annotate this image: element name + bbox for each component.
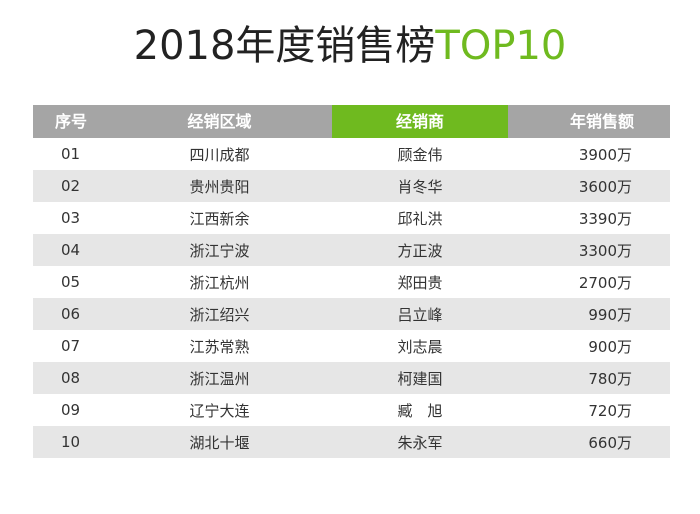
cell-dealer: 方正波	[397, 241, 443, 260]
cell-rank: 08	[61, 369, 81, 387]
cell-dealer: 朱永军	[397, 433, 443, 452]
table-row: 02 贵州贵阳 肖冬华 3600万	[33, 170, 670, 202]
cell-sales: 3600万	[578, 177, 632, 196]
cell-region: 江苏常熟	[189, 337, 250, 356]
cell-sales: 780万	[588, 369, 632, 388]
table-row: 07 江苏常熟 刘志晨 900万	[33, 330, 670, 362]
cell-sales: 900万	[588, 337, 632, 356]
cell-dealer: 臧 旭	[397, 401, 443, 420]
cell-sales: 3300万	[578, 241, 632, 260]
cell-region: 江西新余	[189, 209, 250, 228]
title-main: 2018年度销售榜	[133, 23, 436, 69]
table-row: 05 浙江杭州 郑田贵 2700万	[33, 266, 670, 298]
table-row: 06 浙江绍兴 吕立峰 990万	[33, 298, 670, 330]
cell-region: 浙江绍兴	[189, 305, 250, 324]
cell-region: 浙江宁波	[189, 241, 250, 260]
cell-rank: 09	[61, 401, 81, 419]
cell-sales: 2700万	[578, 273, 632, 292]
cell-rank: 06	[61, 305, 81, 323]
table-row: 09 辽宁大连 臧 旭 720万	[33, 394, 670, 426]
cell-dealer: 刘志晨	[397, 337, 443, 356]
header-region: 经销区域	[187, 112, 252, 131]
cell-dealer: 吕立峰	[397, 305, 443, 324]
table-row: 01 四川成都 顾金伟 3900万	[33, 138, 670, 170]
cell-rank: 03	[61, 209, 81, 227]
cell-dealer: 邱礼洪	[397, 209, 443, 228]
cell-region: 辽宁大连	[189, 401, 250, 420]
table-row: 03 江西新余 邱礼洪 3390万	[33, 202, 670, 234]
cell-sales: 3390万	[578, 209, 632, 228]
cell-dealer: 柯建国	[397, 369, 443, 388]
cell-sales: 720万	[588, 401, 632, 420]
cell-region: 浙江杭州	[189, 273, 250, 292]
cell-dealer: 顾金伟	[397, 145, 443, 164]
sales-ranking-table: 序号 经销区域 经销商 年销售额 01 四川成都 顾金伟 3900万 02 贵州…	[33, 105, 670, 458]
cell-sales: 3900万	[578, 145, 632, 164]
cell-region: 贵州贵阳	[189, 177, 250, 196]
table-header: 序号 经销区域 经销商 年销售额	[33, 105, 670, 138]
cell-rank: 10	[61, 433, 81, 451]
cell-rank: 04	[61, 241, 81, 259]
cell-rank: 02	[61, 177, 81, 195]
cell-region: 浙江温州	[189, 369, 250, 388]
cell-sales: 660万	[588, 433, 632, 452]
title-accent: TOP10	[435, 23, 567, 69]
cell-rank: 01	[61, 145, 81, 163]
cell-region: 湖北十堰	[189, 433, 250, 452]
cell-rank: 05	[61, 273, 81, 291]
page-title: 2018年度销售榜TOP10	[0, 18, 700, 74]
cell-sales: 990万	[588, 305, 632, 324]
header-rank: 序号	[55, 112, 88, 131]
header-sales: 年销售额	[569, 112, 634, 131]
cell-dealer: 肖冬华	[397, 177, 443, 196]
table-row: 08 浙江温州 柯建国 780万	[33, 362, 670, 394]
table-row: 10 湖北十堰 朱永军 660万	[33, 426, 670, 458]
cell-rank: 07	[61, 337, 81, 355]
cell-dealer: 郑田贵	[397, 273, 443, 292]
table-row: 04 浙江宁波 方正波 3300万	[33, 234, 670, 266]
header-dealer: 经销商	[332, 105, 508, 138]
cell-region: 四川成都	[189, 145, 250, 164]
